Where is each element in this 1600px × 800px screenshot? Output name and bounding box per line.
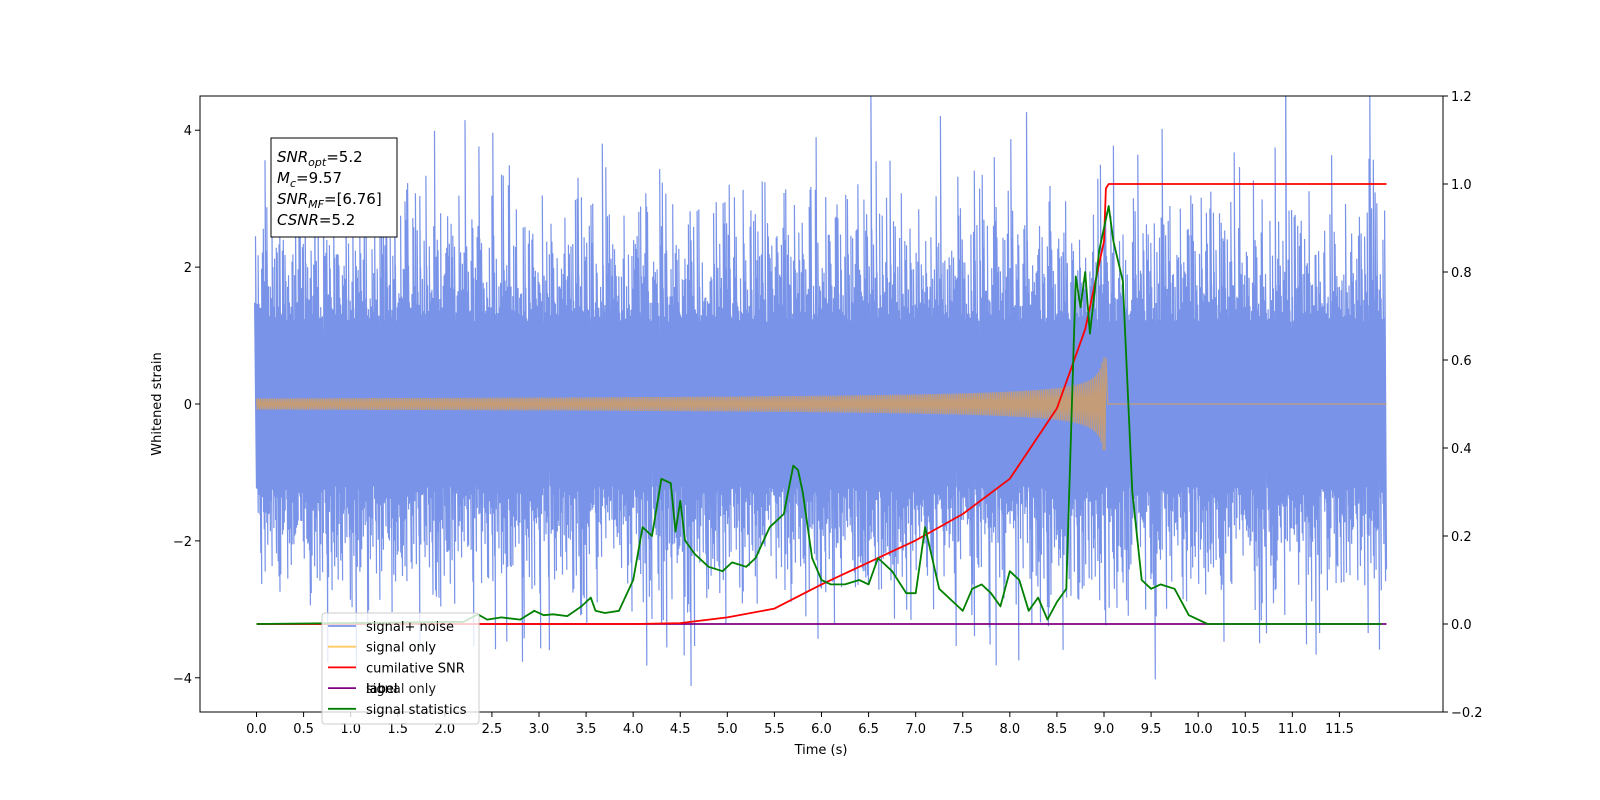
legend-label: label [366, 682, 397, 697]
x-tick-label: 0.0 [246, 722, 267, 737]
series-signal-statistics [256, 205, 1382, 625]
x-tick-label: 9.5 [1141, 722, 1162, 737]
y2-tick-label: 0.4 [1451, 442, 1472, 457]
y-tick-label: 4 [184, 124, 192, 139]
y2-tick-label: 0.2 [1451, 530, 1472, 545]
x-tick-label: 7.0 [905, 722, 926, 737]
y2-tick-label: 1.2 [1451, 90, 1472, 105]
legend: signal+ noise signal only cumilative SNR la… [321, 612, 480, 725]
x-tick-label: 7.5 [952, 722, 973, 737]
x-tick-label: 2.0 [434, 722, 455, 737]
x-tick-label: 8.0 [999, 722, 1020, 737]
legend-frame [321, 612, 480, 725]
annotation-line: Mc=9.57 [277, 169, 342, 190]
y-tick-label: −4 [173, 672, 192, 687]
series-cumulative-snr [256, 183, 1387, 625]
y2-tick-label: 0.0 [1451, 618, 1472, 633]
x-tick-label: 9.0 [1094, 722, 1115, 737]
series-signal-noise [254, 96, 1388, 687]
x-tick-label: 4.0 [623, 722, 644, 737]
legend-label: signal+ noise [366, 620, 454, 635]
annotation-line: SNRopt=5.2 [277, 148, 363, 169]
y2-tick-label: 0.8 [1451, 266, 1472, 281]
x-tick-label: 10.5 [1231, 722, 1260, 737]
legend-label: signal statistics [366, 703, 467, 718]
x-tick-label: 5.5 [764, 722, 785, 737]
x-tick-label: 10.0 [1184, 722, 1213, 737]
y-axis-left: −4 −2 0 2 4 [173, 124, 200, 687]
y-tick-label: 0 [184, 398, 192, 413]
y-axis-label: Whitened strain [150, 352, 165, 455]
legend-label: cumilative SNR [366, 661, 465, 676]
x-tick-label: 4.5 [670, 722, 691, 737]
legend-label: label [366, 682, 397, 697]
x-tick-label: 8.5 [1047, 722, 1068, 737]
annotation-line: CSNR=5.2 [277, 211, 355, 229]
y-tick-label: 2 [184, 261, 192, 276]
x-axis: 0.0 0.5 1.0 1.5 2.0 2.5 3.0 3.5 4.0 4.5 5.0 5.5 6.0 6… [246, 712, 1354, 737]
legend-label-ghost: signal only [366, 682, 436, 697]
x-tick-label: 11.0 [1278, 722, 1307, 737]
x-tick-label: 5.0 [717, 722, 738, 737]
annotation-line: SNRMF=[6.76] [277, 190, 382, 211]
x-tick-label: 11.5 [1325, 722, 1354, 737]
y-axis-right: −0.2 0.0 0.2 0.4 0.6 0.8 1.0 1.2 [1443, 90, 1483, 721]
y2-tick-label: −0.2 [1451, 706, 1483, 721]
x-axis-label: Time (s) [794, 743, 848, 758]
x-tick-label: 3.5 [576, 722, 597, 737]
x-tick-label: 1.5 [387, 722, 408, 737]
y-tick-label: −2 [173, 535, 192, 550]
x-tick-label: 6.0 [811, 722, 832, 737]
x-tick-label: 6.5 [858, 722, 879, 737]
y2-tick-label: 0.6 [1451, 354, 1472, 369]
x-tick-label: 0.5 [293, 722, 314, 737]
annotation-frame [270, 137, 398, 238]
x-tick-label: 2.5 [482, 722, 503, 737]
y2-tick-label: 1.0 [1451, 178, 1472, 193]
x-tick-label: 1.0 [340, 722, 361, 737]
series-signal-only [255, 357, 1387, 451]
legend-label: signal only [366, 641, 436, 656]
x-tick-label: 3.0 [529, 722, 550, 737]
